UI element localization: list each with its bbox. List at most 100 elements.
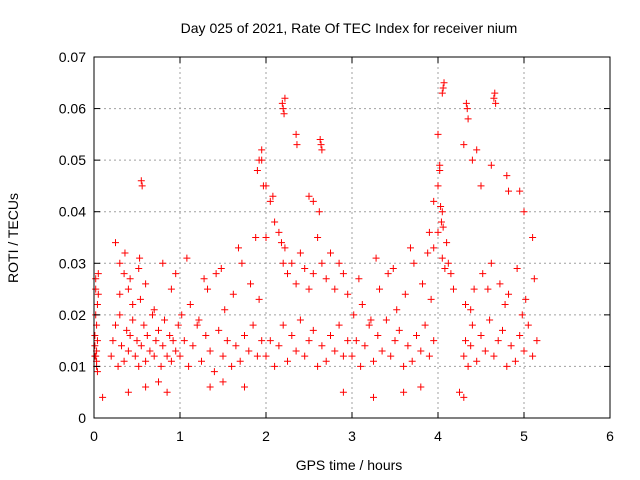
data-point xyxy=(439,223,447,231)
data-point xyxy=(219,352,227,360)
data-point xyxy=(462,337,470,345)
data-point xyxy=(529,234,537,241)
data-point xyxy=(315,208,323,216)
data-point xyxy=(91,352,99,360)
data-point xyxy=(447,270,455,278)
data-point xyxy=(487,161,495,169)
data-point xyxy=(505,187,513,195)
data-point xyxy=(437,203,445,211)
data-point xyxy=(178,311,186,319)
data-point xyxy=(271,362,279,370)
data-point xyxy=(126,331,134,339)
data-point xyxy=(140,321,148,329)
data-point xyxy=(430,337,438,345)
data-point xyxy=(292,130,300,138)
data-point xyxy=(206,347,214,355)
data-point xyxy=(133,337,141,345)
data-point xyxy=(279,259,287,267)
data-point xyxy=(473,146,481,154)
data-point xyxy=(236,357,244,365)
data-point xyxy=(269,192,277,200)
data-point xyxy=(172,347,180,355)
data-point xyxy=(116,290,124,298)
data-point xyxy=(460,352,468,360)
data-point xyxy=(470,285,478,293)
data-point xyxy=(318,342,326,350)
data-point xyxy=(245,347,253,355)
data-point xyxy=(112,239,119,247)
data-point xyxy=(266,197,274,205)
data-point xyxy=(425,352,433,360)
data-point xyxy=(91,331,99,339)
data-point xyxy=(183,254,191,262)
data-point xyxy=(124,347,132,355)
data-point xyxy=(439,84,447,92)
data-point xyxy=(530,275,538,283)
data-point xyxy=(400,362,408,370)
data-point xyxy=(142,383,150,391)
data-point xyxy=(505,290,513,298)
data-point xyxy=(238,259,246,267)
data-point xyxy=(410,259,418,267)
data-point xyxy=(301,352,309,360)
x-tick-label: 6 xyxy=(606,428,614,444)
data-point xyxy=(163,352,171,360)
data-point xyxy=(395,326,403,334)
data-point xyxy=(167,285,175,293)
data-point xyxy=(123,326,131,334)
data-point xyxy=(305,192,313,200)
data-point xyxy=(367,316,375,324)
data-point xyxy=(148,311,156,319)
data-point xyxy=(137,177,145,185)
data-point xyxy=(417,383,425,391)
data-point xyxy=(436,166,444,174)
data-point xyxy=(372,254,380,262)
data-point xyxy=(463,105,471,113)
data-point xyxy=(339,388,347,396)
data-point xyxy=(271,218,279,226)
data-point xyxy=(258,337,266,345)
data-point xyxy=(143,331,151,339)
data-point xyxy=(200,275,208,283)
data-point xyxy=(215,326,223,334)
data-point xyxy=(484,285,492,293)
data-point xyxy=(137,342,145,350)
y-tick-label: 0.01 xyxy=(59,358,86,374)
data-point xyxy=(277,239,285,247)
data-point xyxy=(284,270,291,278)
data-point xyxy=(93,301,101,309)
data-point xyxy=(241,383,248,391)
data-point xyxy=(467,306,475,314)
data-point xyxy=(419,280,427,288)
data-point xyxy=(296,249,304,257)
data-point xyxy=(464,115,472,123)
data-point xyxy=(252,234,260,241)
y-tick-label: 0.06 xyxy=(59,101,86,117)
data-point xyxy=(167,357,175,365)
data-point xyxy=(331,347,339,355)
data-point xyxy=(185,362,193,370)
data-point xyxy=(275,228,283,236)
data-point xyxy=(284,357,291,365)
data-point xyxy=(427,295,435,303)
data-point xyxy=(352,337,360,345)
data-point xyxy=(400,388,408,396)
data-point xyxy=(309,326,317,334)
data-point xyxy=(355,275,363,283)
data-point xyxy=(241,331,248,339)
data-point xyxy=(91,342,99,350)
data-point xyxy=(473,357,481,365)
data-point xyxy=(281,244,289,252)
data-point xyxy=(131,352,139,360)
data-point xyxy=(462,301,470,309)
x-tick-label: 3 xyxy=(348,428,356,444)
data-point xyxy=(155,378,162,386)
data-point xyxy=(413,331,420,339)
data-point xyxy=(292,280,300,288)
data-point xyxy=(210,368,218,376)
data-point xyxy=(437,218,445,226)
data-point xyxy=(327,249,334,257)
data-point xyxy=(438,89,446,97)
data-point xyxy=(135,264,143,272)
data-point xyxy=(309,270,317,278)
